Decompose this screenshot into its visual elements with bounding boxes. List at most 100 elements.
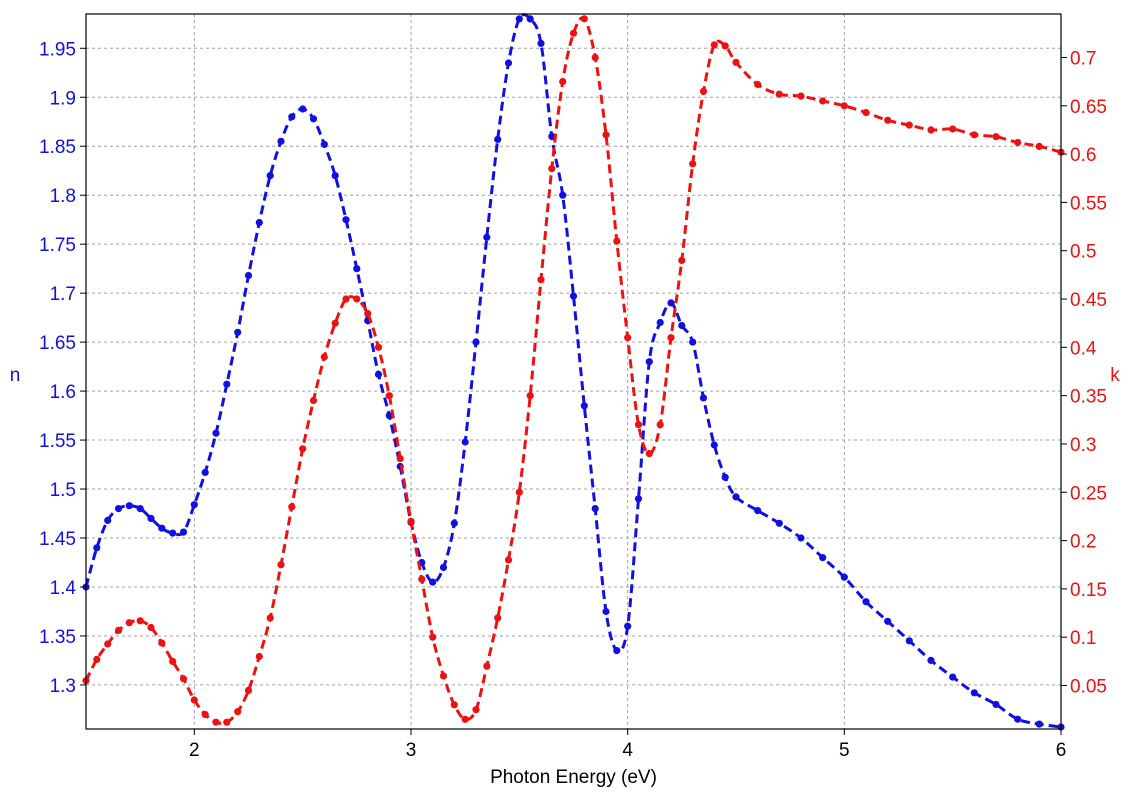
right-y-tick-label: 0.2	[1070, 532, 1096, 553]
right-y-tick-label: 0.1	[1070, 628, 1096, 649]
n-data-point	[114, 505, 123, 513]
k-data-point	[114, 626, 123, 635]
grid-lines	[86, 14, 1062, 729]
n-data-point	[439, 563, 448, 572]
n-data-point	[212, 429, 220, 437]
k-data-point	[136, 617, 144, 625]
k-data-point	[1014, 138, 1022, 147]
n-data-point	[797, 534, 805, 542]
left-y-tick-label: 1.6	[50, 382, 76, 403]
right-y-tick-label: 0.5	[1070, 242, 1096, 263]
k-data-point	[299, 445, 307, 453]
n-data-point	[840, 573, 848, 581]
n-data-point	[819, 554, 827, 562]
n-data-point	[754, 507, 762, 515]
series-layer	[82, 13, 1065, 731]
k-data-point	[645, 450, 653, 458]
n-data-point	[526, 15, 534, 23]
k-data-point	[277, 561, 285, 569]
k-data-point	[93, 655, 101, 664]
n-data-point	[710, 441, 718, 449]
x-axis-ticks: 2 3 4 5 6	[189, 729, 1066, 761]
right-y-tick-label: 0.4	[1070, 338, 1097, 359]
k-data-point	[255, 652, 263, 661]
n-data-point	[559, 191, 567, 199]
k-data-point	[862, 109, 870, 117]
series-n	[82, 13, 1065, 731]
x-tick-label: 2	[189, 740, 200, 761]
x-tick-label: 4	[622, 740, 633, 761]
left-y-tick-label: 1.75	[39, 235, 76, 256]
k-data-point	[548, 165, 556, 173]
n-data-point	[645, 358, 653, 366]
n-data-point	[429, 578, 437, 586]
n-data-point	[775, 519, 783, 527]
n-data-point	[949, 673, 957, 681]
left-y-tick-label: 1.65	[39, 333, 76, 354]
k-data-point	[418, 575, 426, 583]
left-y-tick-label: 1.5	[50, 480, 76, 501]
n-data-point	[158, 524, 166, 532]
k-data-point	[721, 42, 729, 50]
k-data-point	[223, 718, 231, 726]
n-series-line	[84, 13, 1062, 729]
series-k	[82, 15, 1065, 726]
n-data-point	[169, 529, 177, 537]
n-data-point	[591, 505, 599, 513]
right-y-axis-ticks: 0.05 0.1 0.15 0.2 0.25 0.3 0.35 0.4 0.45 0.5 0.55 0…	[1061, 48, 1107, 698]
n-data-point	[970, 689, 978, 697]
k-data-point	[797, 92, 805, 100]
n-data-point	[125, 502, 133, 510]
k-data-point	[559, 78, 567, 86]
k-data-point	[158, 639, 166, 647]
n-data-point	[342, 216, 350, 224]
k-data-point	[169, 657, 177, 666]
right-y-tick-label: 0.7	[1070, 48, 1096, 69]
n-data-point	[309, 115, 318, 123]
k-data-point	[949, 125, 957, 133]
k-data-point	[396, 454, 404, 463]
k-data-point	[754, 80, 762, 89]
k-data-point	[288, 503, 296, 511]
k-data-point	[342, 295, 350, 303]
right-y-tick-label: 0.25	[1070, 483, 1107, 504]
n-data-point	[667, 299, 675, 307]
n-data-point	[266, 172, 274, 180]
k-data-point	[992, 133, 1000, 141]
n-data-point	[450, 519, 458, 527]
k-data-point	[526, 392, 534, 400]
k-data-point	[591, 53, 599, 62]
n-data-point	[634, 495, 643, 503]
k-data-point	[201, 710, 209, 719]
n-data-point	[504, 59, 513, 67]
k-data-point	[244, 686, 253, 695]
k-data-point	[689, 160, 697, 168]
k-data-point	[450, 701, 458, 709]
right-y-axis-title: k	[1110, 365, 1120, 386]
n-data-point	[93, 544, 101, 552]
n-data-point	[992, 700, 1000, 709]
n-data-point	[1014, 715, 1022, 723]
k-data-point	[212, 718, 220, 726]
n-data-point	[234, 328, 242, 336]
k-data-point	[190, 696, 198, 704]
n-data-point	[472, 338, 480, 346]
k-data-point	[320, 353, 328, 361]
k-data-point	[125, 619, 133, 627]
k-data-point	[494, 614, 502, 622]
n-data-point	[255, 219, 263, 227]
k-data-point	[309, 396, 318, 405]
k-data-point	[634, 421, 643, 429]
k-data-point	[407, 517, 415, 525]
n-data-point	[537, 39, 545, 48]
n-data-point	[678, 321, 686, 330]
n-data-point	[288, 113, 296, 121]
n-data-point	[656, 318, 664, 327]
n-data-point	[613, 647, 621, 655]
x-axis-title: Photon Energy (eV)	[490, 767, 657, 788]
k-data-point	[179, 675, 188, 683]
right-y-tick-label: 0.05	[1070, 677, 1107, 698]
k-data-point	[569, 29, 578, 37]
n-data-point	[201, 468, 209, 476]
